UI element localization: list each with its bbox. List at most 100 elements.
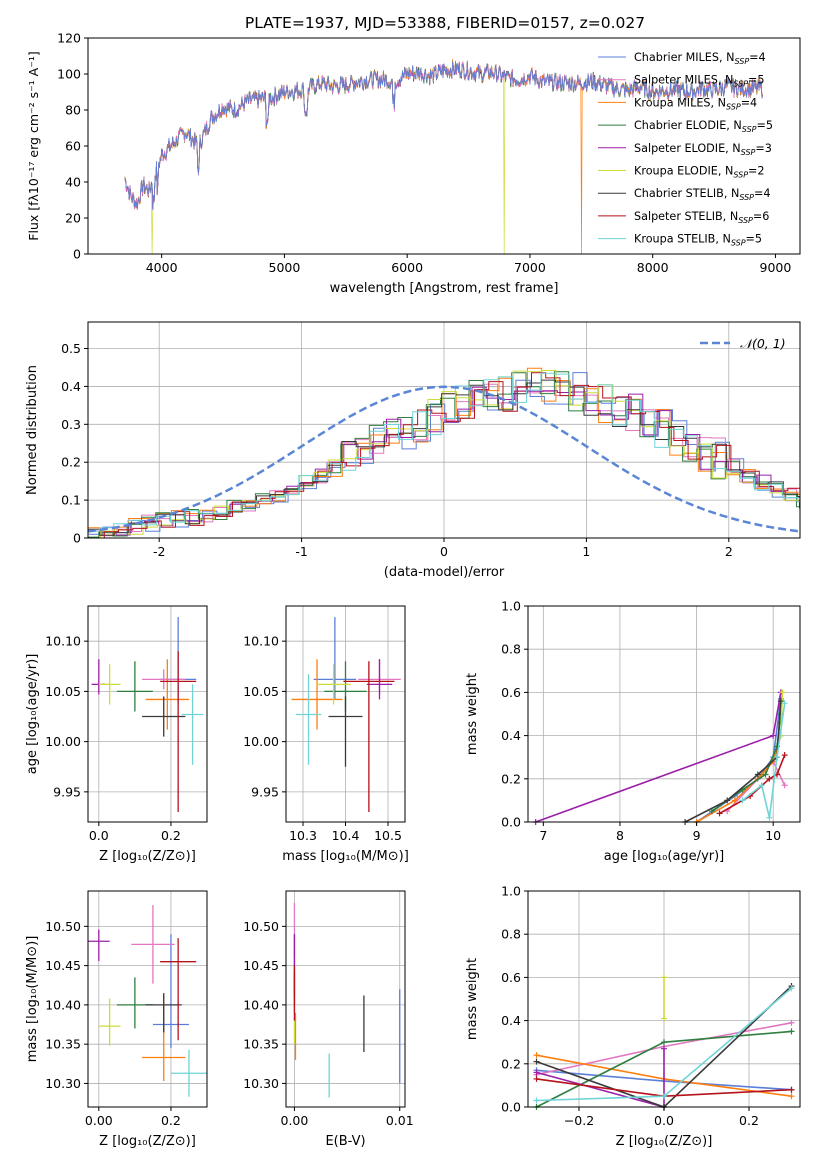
- x-tick-label: −0.2: [564, 1113, 594, 1128]
- y-tick-label: 0.4: [61, 379, 81, 394]
- x-tick-label: 7000: [514, 260, 546, 275]
- y-tick-label: 0.0: [501, 815, 521, 830]
- y-tick-label: 10.30: [45, 1076, 81, 1091]
- weight-marker: [533, 1052, 540, 1059]
- axes-frame: [527, 605, 801, 823]
- x-tick-label: 5000: [269, 260, 301, 275]
- weight-marker: [533, 1075, 540, 1082]
- y-axis-label: mass [log₁₀(M/M⊙)]: [25, 936, 40, 1063]
- weight-line: [696, 698, 782, 823]
- legend-entry: Salpeter MILES, NSSP=5: [634, 74, 765, 89]
- weight-marker: [770, 732, 777, 739]
- axes-frame: [87, 605, 208, 823]
- histogram-steps: [88, 383, 800, 537]
- x-tick-label: 6000: [391, 260, 423, 275]
- y-tick-label: 20: [65, 211, 81, 226]
- weight-marker: [708, 808, 715, 815]
- x-tick-label: 0.00: [85, 1113, 113, 1128]
- x-tick-label: 0.2: [739, 1113, 759, 1128]
- x-tick-label: 0: [440, 544, 448, 559]
- weight-marker: [766, 814, 773, 821]
- weight-marker: [533, 1058, 540, 1065]
- weight-marker: [661, 1045, 667, 1052]
- x-axis-label: (data-model)/error: [384, 565, 505, 580]
- x-tick-label: 9: [693, 828, 701, 843]
- weight-marker: [724, 797, 731, 804]
- legend-entry: Kroupa ELODIE, NSSP=2: [634, 165, 765, 180]
- legend-entry: Kroupa MILES, NSSP=4: [634, 96, 757, 111]
- weight-marker: [781, 752, 788, 759]
- y-tick-label: 10.35: [45, 1037, 81, 1052]
- y-tick-label: 0.2: [61, 455, 81, 470]
- x-tick-label: 0.0: [89, 828, 109, 843]
- x-tick-label: 4000: [146, 260, 178, 275]
- x-axis-label: Z [log₁₀(Z/Z⊙)]: [99, 1134, 196, 1149]
- weight-marker: [788, 1028, 795, 1035]
- weight-marker: [661, 1093, 667, 1100]
- y-tick-label: 10.50: [243, 919, 279, 934]
- histogram-steps: [88, 386, 800, 536]
- weight-marker: [533, 1069, 540, 1076]
- y-tick-label: 0.6: [501, 970, 521, 985]
- x-tick-label: 2: [725, 544, 733, 559]
- x-tick-label: 0.01: [386, 1113, 414, 1128]
- y-tick-label: 10.10: [243, 634, 279, 649]
- legend-entry: Kroupa STELIB, NSSP=5: [634, 233, 762, 248]
- y-tick-label: 0.6: [501, 685, 521, 700]
- legend-entry: Salpeter ELODIE, NSSP=3: [634, 142, 772, 157]
- figure-title: PLATE=1937, MJD=53388, FIBERID=0157, z=0…: [245, 14, 645, 32]
- spectrum-line: [124, 61, 764, 211]
- y-tick-label: 0.2: [501, 1056, 521, 1071]
- x-tick-label: 10.3: [289, 828, 317, 843]
- weight-marker: [758, 782, 765, 789]
- x-axis-label: age [log₁₀(age/yr)]: [604, 849, 725, 864]
- x-tick-label: 8: [616, 828, 624, 843]
- y-tick-label: 0.4: [501, 1013, 521, 1028]
- axes-frame: [87, 890, 208, 1108]
- legend-entry: Chabrier MILES, NSSP=4: [634, 51, 766, 66]
- x-axis-label: E(B-V): [325, 1134, 365, 1149]
- legend-entry: 𝒩(0, 1): [740, 336, 786, 351]
- y-tick-label: 10.05: [243, 684, 279, 699]
- weight-marker: [779, 689, 786, 696]
- weight-marker: [661, 974, 667, 981]
- y-tick-label: 0.4: [501, 728, 521, 743]
- weight-marker: [777, 698, 784, 705]
- y-tick-label: 1.0: [501, 884, 521, 899]
- weight-marker: [781, 782, 788, 789]
- plot-layer: 4000 5000 6000 7000 8000 9000020406080100120w…: [25, 31, 801, 1149]
- x-axis-label: Z [log₁₀(Z/Z⊙)]: [616, 1134, 713, 1149]
- y-tick-label: 0.1: [61, 493, 81, 508]
- histogram-steps: [90, 372, 800, 539]
- x-axis-label: Z [log₁₀(Z/Z⊙)]: [99, 849, 196, 864]
- weight-line: [535, 692, 782, 823]
- y-tick-label: 10.30: [243, 1076, 279, 1091]
- y-axis-label: Normed distribution: [25, 365, 40, 495]
- x-tick-label: -2: [153, 544, 165, 559]
- y-tick-label: 10.40: [45, 997, 81, 1012]
- weight-marker: [754, 771, 761, 778]
- axes-frame: [285, 890, 406, 1108]
- weight-marker: [533, 1097, 540, 1104]
- x-tick-label: -1: [295, 544, 307, 559]
- x-tick-label: 0.00: [281, 1113, 309, 1128]
- weight-marker: [716, 810, 723, 817]
- weight-marker: [788, 985, 795, 992]
- y-tick-label: 10.00: [45, 734, 81, 749]
- y-axis-label: age [log₁₀(age/yr)]: [25, 654, 40, 775]
- y-tick-label: 0.3: [61, 417, 81, 432]
- y-tick-label: 1.0: [501, 599, 521, 614]
- y-tick-label: 9.95: [251, 784, 279, 799]
- histogram-steps: [88, 370, 800, 539]
- x-tick-label: 1: [582, 544, 590, 559]
- x-tick-label: 8000: [637, 260, 669, 275]
- weight-marker: [739, 797, 746, 804]
- y-tick-label: 0: [73, 247, 81, 262]
- y-tick-label: 0: [73, 531, 81, 546]
- y-tick-label: 120: [57, 31, 81, 46]
- y-tick-label: 10.05: [45, 684, 81, 699]
- y-tick-label: 0.8: [501, 927, 521, 942]
- y-axis-label: mass weight: [465, 958, 480, 1040]
- weight-marker: [781, 700, 788, 707]
